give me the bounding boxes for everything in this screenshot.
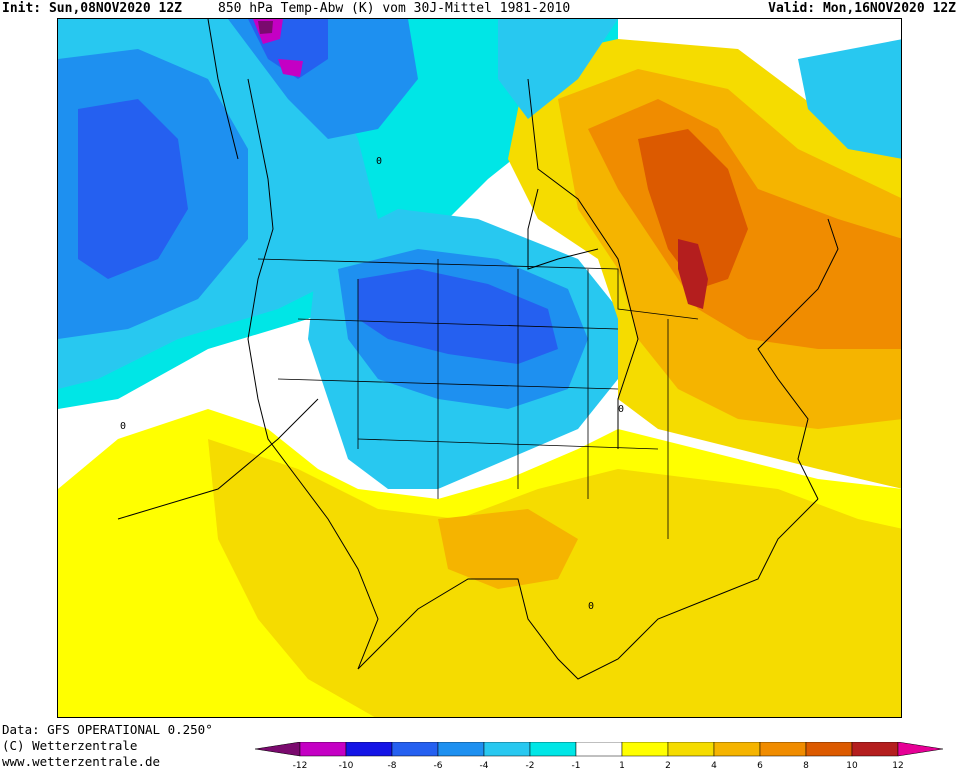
- contour-label: 0: [618, 404, 624, 415]
- contour-labels: 0 0 0 0: [120, 156, 624, 612]
- colorbar-box: [805, 741, 853, 757]
- colorbar-tick-label: -6: [434, 761, 443, 771]
- colorbar-min-arrow: [254, 741, 301, 757]
- colorbar-box: [483, 741, 531, 757]
- zero-contours: [117, 19, 639, 520]
- colorbar-tick-label: -12: [293, 761, 308, 771]
- colorbar-box: [391, 741, 439, 757]
- colorbar-tick-label: 8: [803, 761, 809, 771]
- colorbar-tick-label: 1: [619, 761, 625, 771]
- colorbar-tick-label: 6: [757, 761, 763, 771]
- state-borders: [257, 258, 699, 539]
- coastlines: [247, 78, 839, 680]
- anomaly-map: 0 0 0 0: [57, 18, 902, 718]
- valid-time: Valid: Mon,16NOV2020 12Z: [768, 1, 956, 16]
- colorbar-box: [713, 741, 761, 757]
- init-time: Init: Sun,08NOV2020 12Z: [2, 1, 183, 16]
- contour-label: 0: [376, 156, 382, 167]
- map-title: 850 hPa Temp-Abw (K) vom 30J-Mittel 1981…: [218, 1, 571, 16]
- colorbar-tick-label: -10: [339, 761, 354, 771]
- map-canvas: 0 0 0 0: [58, 19, 901, 717]
- color-legend: -12 -10 -8 -6 -4 -2 -1 1 2 4 6 8 10 12: [254, 741, 955, 778]
- colorbar-box: [529, 741, 577, 757]
- colorbar-box: [667, 741, 715, 757]
- warm-region-quebec-core: [638, 129, 748, 289]
- website-url: www.wetterzentrale.de: [2, 754, 161, 769]
- colorbar-max-arrow: [897, 741, 944, 757]
- cold-region-hudson: [498, 19, 618, 119]
- colorbar-graphic: -12 -10 -8 -6 -4 -2 -1 1 2 4 6 8 10 12: [254, 741, 944, 771]
- colorbar-tick-label: -4: [480, 761, 489, 771]
- cold-region-plains-core: [358, 269, 558, 364]
- cold-region-alaska-extreme: [258, 21, 273, 34]
- warm-region-mexico-core: [438, 509, 578, 589]
- colorbar-tick-label: 10: [846, 761, 858, 771]
- cold-region-pacific-deep: [78, 99, 188, 279]
- colorbar-box: [621, 741, 669, 757]
- colorbar-box: [575, 741, 623, 757]
- colorbar-tick-label: 12: [892, 761, 903, 771]
- colorbar-box: [851, 741, 899, 757]
- colorbar-box: [759, 741, 807, 757]
- cold-region-labrador: [798, 39, 901, 159]
- colorbar-tick-label: -2: [526, 761, 535, 771]
- contour-label: 0: [588, 601, 594, 612]
- colorbar-box: [437, 741, 485, 757]
- data-source: Data: GFS OPERATIONAL 0.250°: [2, 722, 213, 737]
- colorbar-tick-label: -1: [572, 761, 581, 771]
- warm-region-great-lakes-max: [678, 239, 708, 309]
- colorbar-box: [345, 741, 393, 757]
- contour-label: 0: [120, 421, 126, 432]
- header: Init: Sun,08NOV2020 12Z 850 hPa Temp-Abw…: [0, 0, 958, 18]
- colorbar-tick-label: -8: [388, 761, 397, 771]
- colorbar-box: [299, 741, 347, 757]
- copyright: (C) Wetterzentrale: [2, 738, 138, 753]
- colorbar-tick-label: 4: [711, 761, 717, 771]
- colorbar-tick-label: 2: [665, 761, 671, 771]
